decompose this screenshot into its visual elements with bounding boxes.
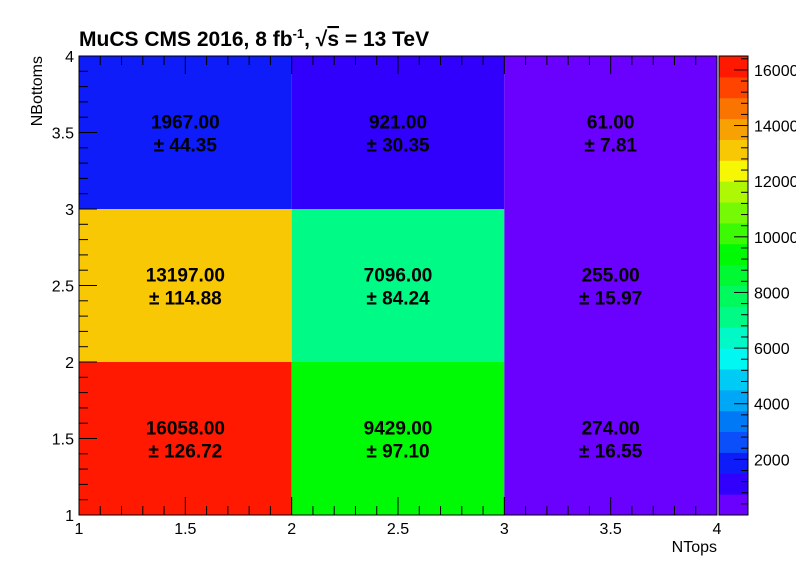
cell-error-label: ± 30.35 [366,136,430,157]
color-bar-tick-label: 12000 [754,174,796,191]
cell-value-label: 13197.00 [146,266,225,287]
title-energy-var: s [327,28,339,51]
color-bar-band [719,118,748,140]
color-bar-band [719,139,748,161]
color-bar-ticks [734,58,748,516]
cell-error-label: ± 44.35 [154,136,218,157]
cell-error-label: ± 97.10 [366,442,429,463]
cell-value-label: 9429.00 [364,419,433,440]
cell-value-label: 7096.00 [364,266,433,287]
cell-value-label: 274.00 [582,419,640,440]
color-bar-band [719,452,748,474]
color-bar-tick-label: 8000 [754,285,790,302]
color-bar-tick-label: 16000 [754,63,796,80]
color-bar: 2000 4000 6000 8000 10000 12000 14000 16000 [718,55,796,516]
color-bar-bands [719,56,748,516]
color-bar-tick-labels: 2000 4000 6000 8000 10000 12000 14000 16000 [754,63,796,469]
color-bar-band [719,222,748,245]
y-axis-title: NBottoms [29,56,46,126]
color-bar-band [719,348,748,370]
color-bar-band [719,410,748,433]
cell-value-label: 921.00 [369,113,427,134]
color-bar-band [719,76,748,99]
color-bar-band [719,264,748,286]
color-bar-tick-label: 2000 [754,452,790,469]
heatmap-cell [504,56,717,209]
title-sqrt-symbol: √ [316,28,328,51]
heatmap-cell [291,362,505,515]
y-tick-label: 2 [65,355,74,372]
y-tick-label: 3 [65,202,74,219]
heatmap-cells [79,56,717,515]
color-bar-tick-label: 10000 [754,230,796,247]
cell-value-label: 1967.00 [151,113,220,134]
x-tick-label: 1.5 [174,521,196,538]
cell-labels: 16058.00± 126.72 9429.00± 97.10 274.00± 16… [146,113,643,463]
color-bar-band [719,431,748,453]
color-bar-band [719,56,748,78]
y-tick-labels: 1 1.5 2 2.5 3 3.5 4 [52,49,74,525]
x-tick-label: 4 [713,521,722,538]
cell-error-label: ± 126.72 [148,442,222,463]
cell-error-label: ± 114.88 [149,289,222,310]
x-tick-label: 2.5 [387,521,409,538]
cell-error-label: ± 15.97 [579,289,642,310]
cell-value-label: 16058.00 [146,419,225,440]
color-bar-band [719,494,748,516]
color-bar-band [719,181,748,203]
color-bar-tick-label: 4000 [754,397,790,414]
color-bar-band [719,202,748,224]
color-bar-band [719,306,748,328]
heatmap-cell [291,209,505,362]
x-tick-labels: 1 1.5 2 2.5 3 3.5 4 [75,521,722,538]
title-energy-rest: = 13 TeV [339,28,429,51]
color-bar-band [719,473,748,495]
heatmap-cell [79,209,292,362]
y-tick-label: 2.5 [52,279,74,296]
title-lumi-exponent: -1 [293,26,305,41]
axis-ticks [78,55,718,516]
cell-value-label: 61.00 [587,113,635,134]
color-bar-band [719,368,748,391]
color-bar-band [719,160,748,182]
color-bar-tick-label: 14000 [754,119,796,136]
x-tick-label: 2 [287,521,296,538]
heatmap-cell [79,56,292,209]
color-bar-tick-label: 6000 [754,341,790,358]
y-tick-label: 3.5 [52,126,74,143]
heatmap-cell [79,362,292,515]
y-tick-label: 1 [65,508,74,525]
x-tick-label: 1 [75,521,84,538]
color-bar-band [719,389,748,412]
y-tick-label: 1.5 [52,432,74,449]
x-tick-label: 3.5 [600,521,622,538]
title-separator: , [304,28,316,51]
cell-error-label: ± 16.55 [579,442,643,463]
x-axis-title: NTops [672,539,717,556]
heatmap-cell [504,362,717,515]
cell-value-label: 255.00 [582,266,640,287]
heatmap-cell [504,209,717,362]
title-main: MuCS CMS 2016, 8 fb [79,28,293,51]
color-bar-band [719,243,748,266]
cell-error-label: ± 84.24 [366,289,430,310]
color-bar-band [719,327,748,349]
color-bar-band [719,97,748,120]
chart-title: MuCS CMS 2016, 8 fb-1, √s = 13 TeV [79,26,429,51]
x-tick-label: 3 [500,521,509,538]
y-tick-label: 4 [65,49,74,66]
color-bar-frame [718,55,749,516]
cell-error-label: ± 7.81 [584,136,637,157]
heatmap-cell [291,56,505,209]
color-bar-band [719,285,748,307]
